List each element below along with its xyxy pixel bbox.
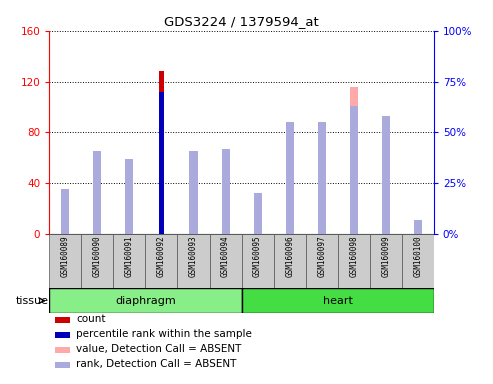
Text: count: count (76, 314, 106, 324)
Text: GSM160096: GSM160096 (285, 236, 294, 277)
Bar (159, 71, 164, 234)
Text: GSM160100: GSM160100 (413, 236, 423, 277)
FancyBboxPatch shape (145, 234, 177, 288)
Text: diaphragm: diaphragm (115, 296, 176, 306)
Text: GSM160089: GSM160089 (61, 236, 70, 277)
FancyBboxPatch shape (242, 234, 274, 288)
Bar (125, 180, 134, 234)
Bar (317, 132, 326, 234)
Bar (93, 158, 102, 234)
Bar (221, 153, 230, 234)
Text: GSM160098: GSM160098 (349, 236, 358, 277)
FancyBboxPatch shape (210, 234, 242, 288)
Bar (285, 136, 294, 234)
Text: rank, Detection Call = ABSENT: rank, Detection Call = ABSENT (76, 359, 237, 369)
Text: GSM160095: GSM160095 (253, 236, 262, 277)
Bar (55, 347, 70, 353)
FancyBboxPatch shape (242, 288, 434, 313)
Text: GSM160090: GSM160090 (93, 236, 102, 277)
Bar (382, 120, 390, 234)
Text: GSM160091: GSM160091 (125, 236, 134, 277)
FancyBboxPatch shape (402, 234, 434, 288)
Bar (382, 116, 390, 234)
FancyBboxPatch shape (49, 288, 242, 313)
Text: percentile rank within the sample: percentile rank within the sample (76, 329, 252, 339)
FancyBboxPatch shape (338, 234, 370, 288)
Bar (61, 190, 70, 234)
Bar (285, 122, 294, 234)
FancyBboxPatch shape (306, 234, 338, 288)
Bar (159, 92, 164, 234)
Title: GDS3224 / 1379594_at: GDS3224 / 1379594_at (164, 15, 319, 28)
Text: GSM160097: GSM160097 (317, 236, 326, 277)
Bar (414, 220, 422, 234)
Bar (93, 151, 102, 234)
Text: heart: heart (323, 296, 352, 306)
Bar (350, 106, 358, 234)
Bar (253, 206, 262, 234)
Bar (317, 122, 326, 234)
Text: value, Detection Call = ABSENT: value, Detection Call = ABSENT (76, 344, 242, 354)
Bar (55, 362, 70, 368)
FancyBboxPatch shape (274, 234, 306, 288)
FancyBboxPatch shape (81, 234, 113, 288)
Bar (55, 332, 70, 338)
Text: tissue: tissue (16, 296, 49, 306)
Text: GSM160094: GSM160094 (221, 236, 230, 277)
Bar (253, 194, 262, 234)
FancyBboxPatch shape (49, 234, 81, 288)
FancyBboxPatch shape (113, 234, 145, 288)
Bar (55, 317, 70, 323)
Bar (189, 154, 198, 234)
FancyBboxPatch shape (370, 234, 402, 288)
Bar (61, 189, 70, 234)
FancyBboxPatch shape (177, 234, 210, 288)
Text: GSM160093: GSM160093 (189, 236, 198, 277)
Text: GSM160092: GSM160092 (157, 236, 166, 277)
Bar (125, 159, 134, 234)
Bar (189, 151, 198, 234)
Bar (350, 87, 358, 234)
Bar (221, 149, 230, 234)
Text: GSM160099: GSM160099 (381, 236, 390, 277)
